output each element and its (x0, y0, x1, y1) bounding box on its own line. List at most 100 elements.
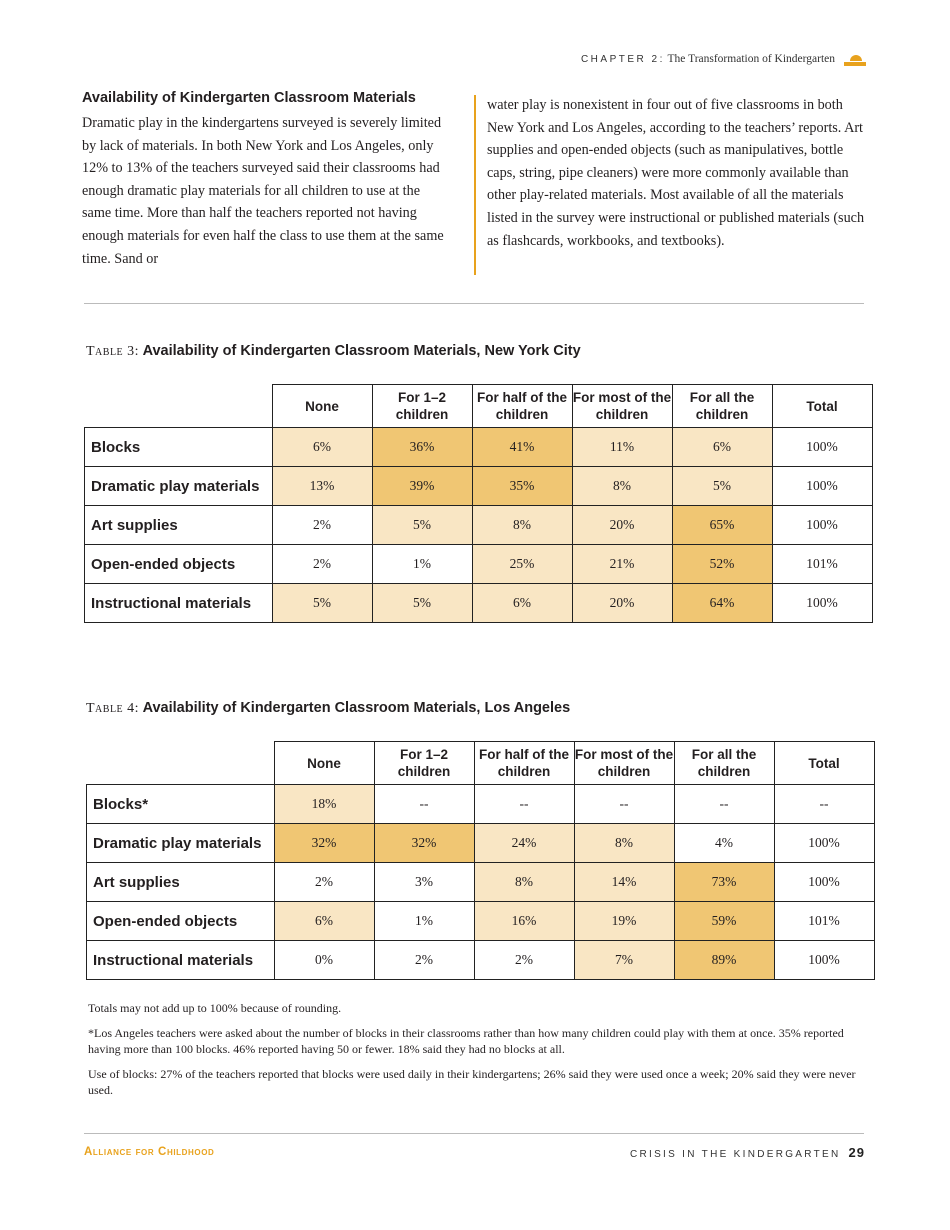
table-cell: 11% (571, 427, 673, 467)
note: Totals may not add up to 100% because of… (88, 1001, 342, 1015)
table-notes: Totals may not add up to 100% because of… (88, 1000, 858, 1107)
table-cell: 100% (773, 940, 875, 980)
row-label: Dramatic play materials (84, 466, 273, 506)
table-cell: 73% (673, 862, 775, 902)
row-label: Instructional materials (84, 583, 273, 623)
table-cell: 6% (471, 583, 573, 623)
table-cell: 2% (373, 940, 475, 980)
body-paragraph: Dramatic play in the kindergartens surve… (82, 115, 444, 267)
table-cell: 14% (573, 862, 675, 902)
table-los-angeles: None For 1–2 children For half of the chil… (86, 741, 875, 980)
table-title-text: Availability of Kindergarten Classroom M… (142, 343, 581, 359)
table-row: Blocks 6% 36% 41% 11% 6% 100% (84, 427, 873, 467)
table-title-text: Availability of Kindergarten Classroom M… (142, 700, 571, 716)
table-label: Table 3: (86, 344, 140, 359)
table-cell: 35% (471, 466, 573, 506)
text-column-left: Availability of Kindergarten Classroom M… (82, 90, 444, 270)
row-label: Dramatic play materials (86, 823, 275, 863)
table-cell: -- (473, 784, 575, 824)
table-cell: 5% (371, 583, 473, 623)
table-cell: 8% (573, 823, 675, 863)
table-cell: -- (573, 784, 675, 824)
table-new-york: None For 1–2 children For half of the chil… (84, 384, 873, 623)
table-cell: 8% (571, 466, 673, 506)
table-row: Instructional materials 5% 5% 6% 20% 64% 100% (84, 583, 873, 623)
table-cell: 5% (271, 583, 373, 623)
table-cell: 20% (571, 505, 673, 545)
table-cell: 65% (671, 505, 773, 545)
table-cell: 100% (771, 427, 873, 467)
column-header: Total (771, 384, 873, 428)
table-cell: 5% (371, 505, 473, 545)
divider (84, 303, 864, 304)
table-cell: 25% (471, 544, 573, 584)
chapter-title: The Transformation of Kindergarten (667, 53, 835, 65)
column-header: For 1–2 children (373, 741, 475, 785)
table-cell: 100% (773, 823, 875, 863)
table-cell: 0% (273, 940, 375, 980)
chapter-label: CHAPTER 2: (580, 54, 665, 65)
note: Use of blocks: 27% of the teachers repor… (88, 1066, 856, 1098)
table-4-title: Table 4: Availability of Kindergarten Cl… (86, 700, 570, 717)
table-row: Art supplies 2% 3% 8% 14% 73% 100% (86, 862, 875, 902)
footer-divider (84, 1133, 864, 1134)
table-cell: 32% (273, 823, 375, 863)
column-header: For 1–2 children (371, 384, 473, 428)
footer-publisher: Alliance for Childhood (84, 1146, 215, 1158)
row-label: Instructional materials (86, 940, 275, 980)
table-row: Open-ended objects 2% 1% 25% 21% 52% 101% (84, 544, 873, 584)
table-cell: 2% (473, 940, 575, 980)
table-row: Open-ended objects 6% 1% 16% 19% 59% 101% (86, 901, 875, 941)
table-cell: 100% (773, 862, 875, 902)
note: *Los Angeles teachers were asked about t… (88, 1025, 844, 1057)
table-cell: 3% (373, 862, 475, 902)
sun-logo-icon (844, 55, 866, 66)
table-cell: -- (373, 784, 475, 824)
table-cell: 6% (671, 427, 773, 467)
table-cell: 5% (671, 466, 773, 506)
section-heading: Availability of Kindergarten Classroom M… (82, 90, 416, 106)
table-cell: 101% (773, 901, 875, 941)
column-header: For most of the children (573, 741, 675, 785)
column-header: For all the children (673, 741, 775, 785)
table-cell: 41% (471, 427, 573, 467)
table-cell: 32% (373, 823, 475, 863)
row-label: Blocks* (86, 784, 275, 824)
text-column-right: water play is nonexistent in four out of… (487, 94, 865, 252)
table-cell: 1% (373, 901, 475, 941)
table-cell: 20% (571, 583, 673, 623)
table-cell: 18% (273, 784, 375, 824)
table-cell: 19% (573, 901, 675, 941)
row-label: Open-ended objects (84, 544, 273, 584)
table-cell: 100% (771, 583, 873, 623)
table-cell: 13% (271, 466, 373, 506)
table-cell: 52% (671, 544, 773, 584)
column-divider (474, 95, 476, 275)
page-number: 29 (848, 1145, 865, 1160)
table-cell: 64% (671, 583, 773, 623)
table-row: Instructional materials 0% 2% 2% 7% 89% 100% (86, 940, 875, 980)
table-cell: 100% (771, 466, 873, 506)
table-cell: -- (773, 784, 875, 824)
table-cell: 7% (573, 940, 675, 980)
corner-cell (84, 384, 273, 428)
body-paragraph: water play is nonexistent in four out of… (487, 97, 865, 249)
table-cell: 101% (771, 544, 873, 584)
table-cell: 4% (673, 823, 775, 863)
table-3-title: Table 3: Availability of Kindergarten Cl… (86, 343, 581, 360)
table-cell: 6% (271, 427, 373, 467)
column-header: For most of the children (571, 384, 673, 428)
table-cell: -- (673, 784, 775, 824)
row-label: Art supplies (84, 505, 273, 545)
table-cell: 6% (273, 901, 375, 941)
column-header: For all the children (671, 384, 773, 428)
table-row: Blocks* 18% -- -- -- -- -- (86, 784, 875, 824)
column-header: For half of the children (471, 384, 573, 428)
table-row: Art supplies 2% 5% 8% 20% 65% 100% (84, 505, 873, 545)
column-header: None (273, 741, 375, 785)
table-cell: 8% (471, 505, 573, 545)
table-row: Dramatic play materials 13% 39% 35% 8% 5% 100% (84, 466, 873, 506)
table-cell: 59% (673, 901, 775, 941)
corner-cell (86, 741, 275, 785)
